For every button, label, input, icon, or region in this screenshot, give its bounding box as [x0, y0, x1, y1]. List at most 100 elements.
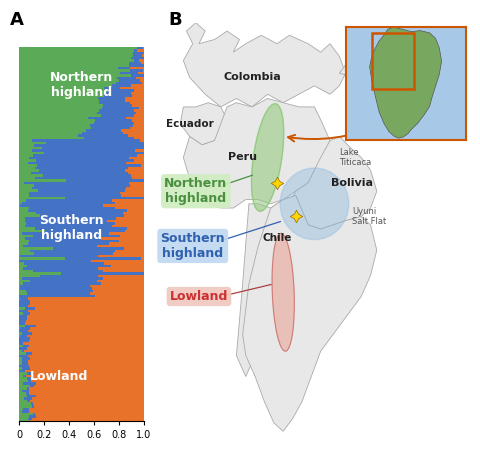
Bar — [22, 277, 103, 280]
Bar — [131, 84, 144, 87]
Bar — [130, 102, 144, 104]
Bar — [22, 410, 29, 413]
Bar — [129, 134, 144, 137]
Bar — [32, 187, 126, 189]
Bar — [19, 322, 25, 325]
Bar — [24, 382, 36, 385]
Bar — [126, 162, 144, 164]
Bar — [129, 157, 144, 159]
Bar — [19, 119, 96, 122]
Bar — [109, 242, 144, 245]
Bar — [29, 207, 115, 209]
Bar — [136, 77, 144, 79]
Bar — [39, 215, 124, 217]
Bar — [113, 252, 144, 255]
Bar — [61, 272, 144, 275]
Bar — [108, 89, 134, 92]
Bar — [19, 147, 42, 149]
Bar — [19, 99, 99, 102]
Bar — [140, 140, 144, 142]
Bar — [26, 320, 144, 322]
Bar — [30, 300, 144, 302]
Bar — [19, 265, 26, 267]
Text: Peru: Peru — [228, 153, 257, 163]
Bar — [88, 117, 126, 119]
Bar — [35, 307, 144, 310]
Polygon shape — [289, 136, 377, 229]
Bar — [19, 312, 23, 315]
Bar — [19, 225, 24, 227]
Bar — [19, 184, 34, 187]
Polygon shape — [183, 23, 346, 107]
Bar — [28, 362, 144, 365]
Bar — [26, 352, 32, 355]
Bar — [109, 232, 144, 235]
Bar — [90, 284, 144, 287]
Bar — [29, 410, 144, 413]
Bar — [124, 215, 144, 217]
Bar — [19, 350, 22, 352]
Bar — [19, 357, 22, 360]
Bar — [19, 72, 120, 74]
Bar — [19, 174, 43, 177]
Bar — [97, 280, 144, 282]
Bar — [43, 174, 131, 177]
Bar — [19, 267, 23, 270]
Bar — [19, 92, 105, 94]
Bar — [20, 204, 103, 207]
Bar — [30, 367, 144, 370]
Bar — [99, 109, 134, 112]
Bar — [34, 252, 113, 255]
Bar — [32, 140, 140, 142]
Bar — [92, 287, 144, 290]
Text: Lowland: Lowland — [30, 370, 88, 383]
Text: A: A — [10, 11, 24, 29]
Text: Northern
highland: Northern highland — [50, 71, 113, 99]
Bar — [19, 187, 32, 189]
Bar — [30, 400, 144, 403]
Bar — [19, 408, 23, 410]
Bar — [103, 204, 144, 207]
Bar — [26, 199, 112, 202]
Bar — [32, 397, 144, 400]
Bar — [19, 317, 27, 320]
Bar — [120, 72, 138, 74]
Bar — [19, 320, 26, 322]
Bar — [19, 142, 47, 145]
Bar — [19, 257, 65, 260]
Bar — [130, 62, 141, 64]
Bar — [35, 167, 128, 169]
Bar — [29, 390, 144, 392]
Bar — [19, 262, 24, 265]
Bar — [25, 322, 144, 325]
Bar — [130, 67, 144, 69]
Bar — [132, 119, 144, 122]
Bar — [97, 112, 136, 114]
Bar — [115, 202, 144, 204]
Bar — [28, 380, 31, 382]
Text: Southern
highland: Southern highland — [39, 214, 104, 241]
Bar — [25, 237, 101, 240]
Bar — [78, 134, 129, 137]
Bar — [19, 159, 36, 162]
Bar — [20, 297, 27, 300]
Polygon shape — [370, 27, 442, 138]
Bar — [19, 222, 26, 225]
Bar — [19, 102, 98, 104]
Bar — [27, 335, 144, 337]
Bar — [34, 385, 144, 387]
Bar — [121, 194, 144, 197]
Bar — [31, 380, 144, 382]
Bar — [19, 179, 66, 182]
Bar — [19, 49, 134, 52]
Bar — [29, 365, 144, 367]
Bar — [125, 169, 144, 172]
Bar — [27, 347, 144, 350]
Bar — [25, 220, 107, 222]
Bar — [19, 375, 23, 377]
Bar — [131, 57, 144, 59]
Bar — [120, 235, 144, 237]
Bar — [128, 167, 144, 169]
Bar — [19, 232, 22, 235]
Bar — [25, 370, 144, 372]
